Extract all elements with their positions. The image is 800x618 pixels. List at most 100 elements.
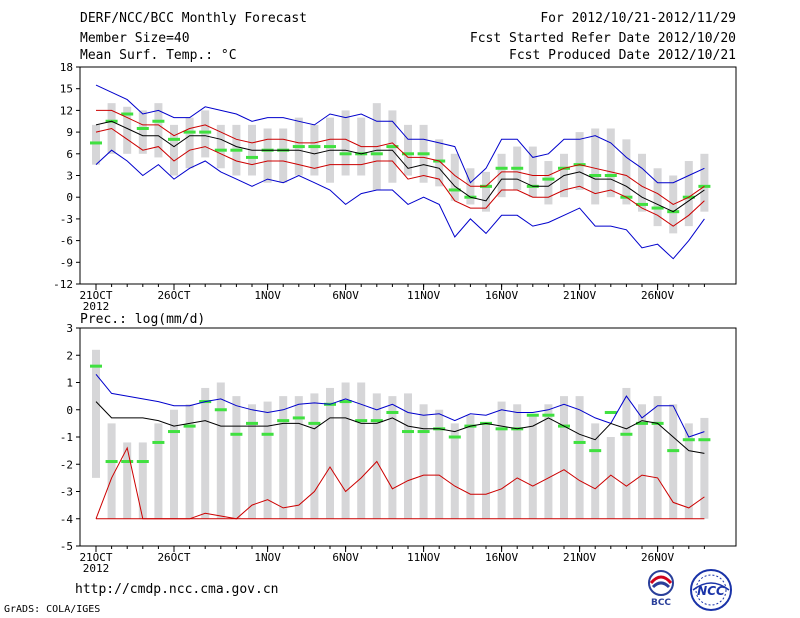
ncc-logo-text: NCC: [697, 584, 725, 598]
ensemble-median: [386, 145, 399, 149]
ensemble-box: [310, 393, 319, 519]
ensemble-box: [591, 423, 600, 519]
ensemble-median: [308, 421, 321, 425]
y-tick-label: 0: [66, 404, 73, 417]
ensemble-box: [575, 132, 584, 190]
ensemble-median: [604, 410, 617, 414]
ensemble-median: [526, 413, 539, 417]
series-line-mean-sd: [96, 109, 705, 205]
ensemble-median: [324, 145, 336, 149]
y-tick-label: 3: [66, 322, 73, 335]
ensemble-median: [292, 416, 305, 420]
ensemble-box: [700, 153, 709, 212]
ensemble-box: [700, 417, 709, 519]
x-tick-label: 21NOV: [563, 289, 596, 302]
ensemble-box: [450, 153, 459, 201]
ensemble-median: [90, 364, 102, 368]
footer-url[interactable]: http://cmdp.ncc.cma.gov.cn: [75, 582, 279, 597]
ensemble-box: [310, 124, 319, 176]
ensemble-median: [339, 152, 352, 156]
ensemble-median: [168, 137, 180, 141]
ensemble-box: [279, 128, 288, 183]
ensemble-box: [216, 124, 225, 169]
ensemble-median: [183, 424, 196, 428]
ensemble-box: [388, 396, 397, 519]
y-tick-label: 6: [66, 148, 73, 161]
ensemble-box: [606, 437, 615, 519]
ensemble-box: [528, 146, 537, 198]
ensemble-box: [669, 404, 678, 519]
y-tick-label: 0: [66, 191, 73, 204]
y-tick-label: -4: [60, 513, 74, 526]
ensemble-median: [604, 174, 617, 177]
ensemble-median: [682, 438, 695, 442]
ensemble-box: [123, 106, 132, 154]
ensemble-box: [404, 124, 412, 176]
x-tick-label: 26NOV: [641, 551, 674, 564]
x-tick-label: 11NOV: [407, 551, 440, 564]
ensemble-median: [636, 202, 648, 206]
ensemble-box: [560, 396, 568, 519]
y-tick-label: 12: [60, 104, 73, 117]
y-tick-label: 3: [66, 170, 73, 183]
ensemble-median: [246, 155, 258, 159]
ensemble-median: [495, 427, 508, 431]
forecast-started-date: Fcst Started Refer Date 2012/10/20: [469, 31, 736, 46]
ensemble-box: [263, 401, 272, 519]
x-tick-label: 16NOV: [485, 289, 518, 302]
ensemble-box: [201, 387, 210, 519]
y-tick-label: -2: [60, 458, 73, 471]
ensemble-median: [152, 119, 165, 123]
y-tick-label: -1: [60, 431, 73, 444]
y-tick-label: 1: [66, 377, 73, 390]
x-tick-label: 21OCT: [79, 551, 112, 564]
ensemble-median: [121, 460, 134, 464]
ensemble-median: [214, 408, 227, 412]
variable-label: Mean Surf. Temp.: °C: [80, 48, 237, 63]
ensemble-box: [606, 128, 615, 198]
ensemble-median: [448, 188, 461, 192]
x-tick-label: 26NOV: [641, 289, 674, 302]
ensemble-median: [698, 438, 711, 442]
ensemble-box: [92, 124, 100, 165]
y-tick-label: -6: [60, 235, 73, 248]
ensemble-median: [511, 166, 524, 170]
ensemble-median: [308, 145, 321, 149]
ensemble-box: [482, 171, 490, 212]
y-tick-label: 15: [60, 83, 73, 96]
ensemble-box: [684, 423, 693, 519]
ensemble-median: [589, 449, 602, 453]
chart-title: DERF/NCC/BCC Monthly Forecast: [80, 11, 307, 26]
x-tick-label: 1NOV: [254, 289, 281, 302]
ensemble-median: [651, 206, 664, 210]
bcc-logo-text: BCC: [651, 598, 671, 608]
ensemble-median: [230, 148, 243, 152]
ensemble-box: [341, 382, 350, 519]
ensemble-median: [355, 419, 368, 423]
ensemble-box: [341, 110, 350, 176]
ensemble-box: [185, 404, 194, 519]
grads-credit: GrADS: COLA/IGES: [4, 604, 101, 615]
ensemble-box: [544, 404, 553, 519]
series-line-mean: [95, 120, 705, 213]
ensemble-median: [277, 419, 290, 423]
ensemble-box: [170, 409, 178, 519]
ensemble-box: [653, 168, 662, 227]
ensemble-box: [450, 423, 459, 519]
y-tick-label: 2: [66, 349, 73, 362]
ensemble-median: [620, 432, 633, 436]
ensemble-box: [138, 442, 147, 519]
ensemble-box: [622, 387, 631, 519]
x-tick-label: 1NOV: [254, 551, 281, 564]
ensemble-box: [232, 396, 241, 519]
x-tick-label: 21NOV: [563, 551, 596, 564]
ensemble-box: [435, 139, 444, 187]
series-line-min: [95, 149, 705, 260]
x-tick-label: 21OCT: [79, 289, 112, 302]
ensemble-box: [216, 382, 225, 519]
y-tick-label: -9: [60, 256, 73, 269]
ensemble-median: [183, 130, 196, 134]
series-line-max: [95, 84, 705, 184]
ensemble-box: [154, 103, 163, 158]
x-tick-label: 11NOV: [407, 289, 440, 302]
